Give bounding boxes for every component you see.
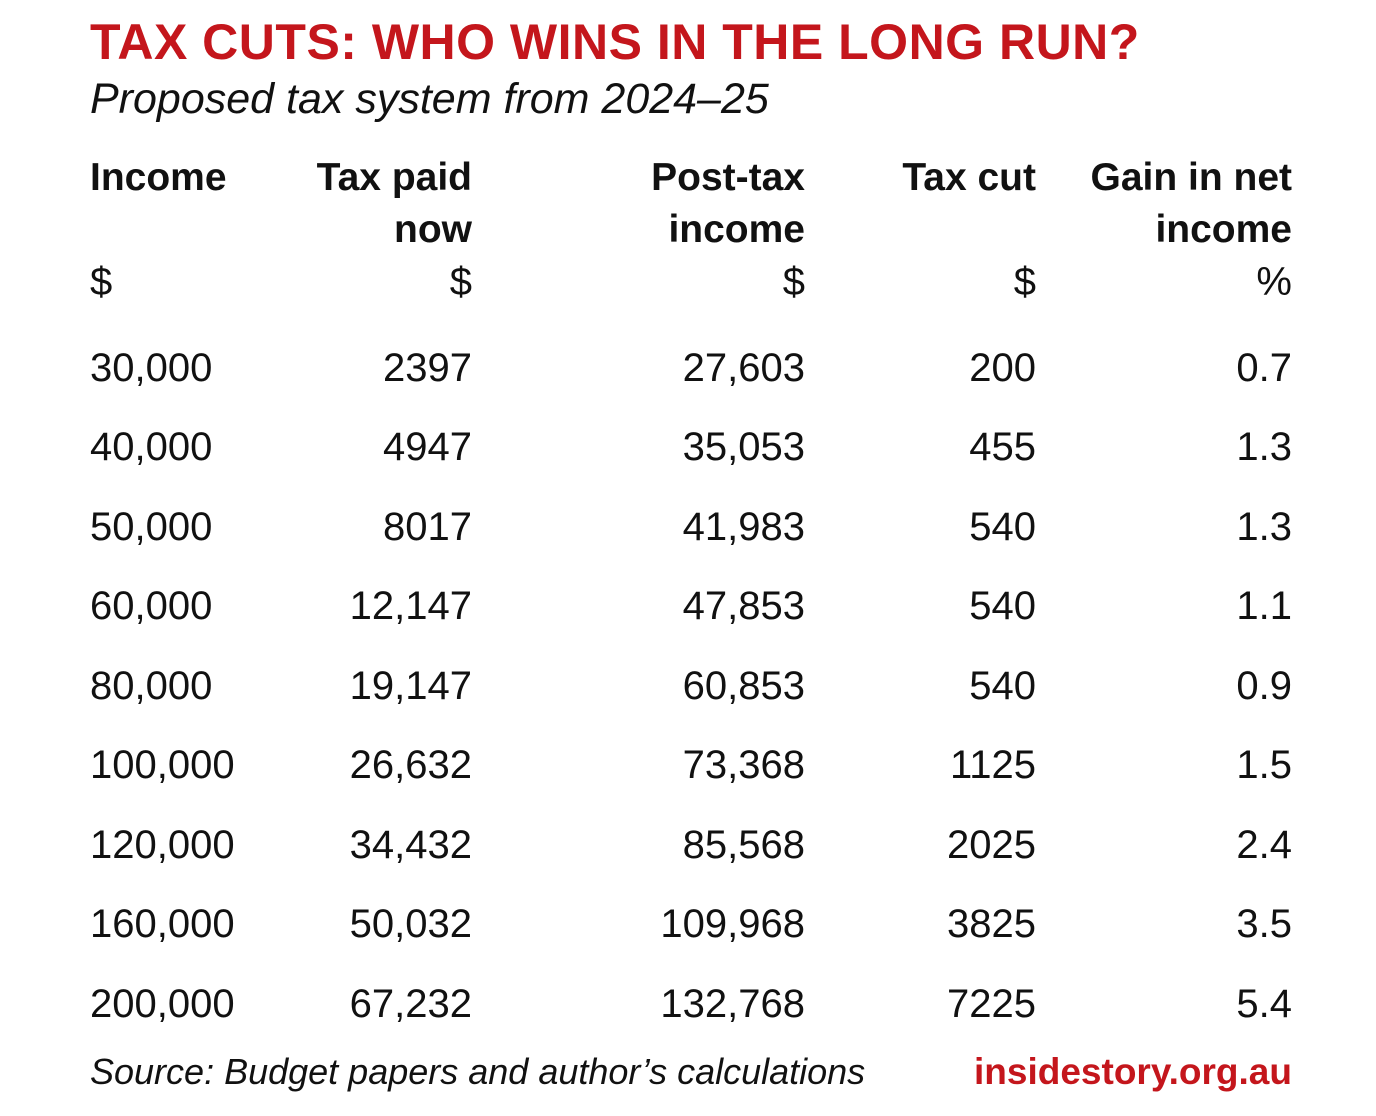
data-table: Income Tax paid now Post-tax income Tax cut Ga… [90, 152, 1292, 1044]
table-cell: 200,000 [90, 981, 235, 1026]
table-cell: 3.5 [1236, 902, 1292, 947]
table-row: 50,000 8017 41,983 540 1.3 [90, 487, 1292, 567]
table-cell: 109,968 [660, 902, 805, 947]
table-cell: 12,147 [349, 584, 472, 629]
table-cell: 73,368 [682, 743, 805, 788]
column-header-line: income [668, 208, 805, 251]
table-cell: 30,000 [90, 345, 213, 390]
chart-subtitle: Proposed tax system from 2024–25 [90, 75, 769, 123]
table-cell: 26,632 [349, 743, 472, 788]
column-header: Tax cut [805, 152, 1036, 256]
table-cell: 200 [969, 345, 1036, 390]
table-cell: 80,000 [90, 663, 213, 708]
table-cell: 540 [969, 504, 1036, 549]
table-cell: 132,768 [660, 981, 805, 1026]
table-cell: 27,603 [682, 345, 805, 390]
table-cell: 8017 [383, 504, 472, 549]
table-cell: 67,232 [349, 981, 472, 1026]
table-cell: 0.7 [1236, 345, 1292, 390]
table-cell: 540 [969, 584, 1036, 629]
table-row: 200,000 67,232 132,768 7225 5.4 [90, 964, 1292, 1044]
table-cell: 85,568 [682, 822, 805, 867]
header-row: Income Tax paid now Post-tax income Tax cut Ga… [90, 152, 1292, 256]
column-header-line: Tax paid [316, 156, 472, 199]
column-header-line: Tax cut [902, 156, 1036, 199]
table-cell: 35,053 [682, 425, 805, 470]
table-cell: 1.3 [1236, 425, 1292, 470]
column-unit: $ [449, 260, 472, 304]
table-cell: 5.4 [1236, 981, 1292, 1026]
brand-link[interactable]: insidestory.org.au [974, 1051, 1292, 1092]
column-header: Post-tax income [472, 152, 805, 256]
table-cell: 47,853 [682, 584, 805, 629]
table-cell: 50,032 [349, 902, 472, 947]
table-cell: 120,000 [90, 822, 235, 867]
table-row: 60,000 12,147 47,853 540 1.1 [90, 567, 1292, 647]
table-row: 40,000 4947 35,053 455 1.3 [90, 408, 1292, 488]
table-cell: 160,000 [90, 902, 235, 947]
column-header-line: Post-tax [651, 156, 805, 199]
table-cell: 60,000 [90, 584, 213, 629]
table-row: 30,000 2397 27,603 200 0.7 [90, 328, 1292, 408]
column-header-line: income [1155, 208, 1292, 251]
column-header-line: Gain in net [1090, 156, 1292, 199]
table-cell: 0.9 [1236, 663, 1292, 708]
table-cell: 455 [969, 425, 1036, 470]
table-cell: 60,853 [682, 663, 805, 708]
column-header: Tax paid now [295, 152, 472, 256]
footer: Source: Budget papers and author’s calcu… [90, 1048, 1292, 1098]
table-cell: 34,432 [349, 822, 472, 867]
chart-title: TAX CUTS: WHO WINS IN THE LONG RUN? [90, 14, 1140, 70]
column-unit: $ [90, 260, 113, 304]
table-row: 80,000 19,147 60,853 540 0.9 [90, 646, 1292, 726]
table-cell: 3825 [947, 902, 1036, 947]
units-row: $ $ $ $% [90, 256, 1292, 328]
table-figure: TAX CUTS: WHO WINS IN THE LONG RUN? Prop… [90, 14, 1292, 1044]
table-cell: 40,000 [90, 425, 213, 470]
table-cell: 50,000 [90, 504, 213, 549]
table-cell: 100,000 [90, 743, 235, 788]
table-cell: 41,983 [682, 504, 805, 549]
table-row: 120,000 34,432 85,568 2025 2.4 [90, 805, 1292, 885]
table-row: 160,000 50,032 109,968 3825 3.5 [90, 885, 1292, 965]
column-header-line: now [394, 208, 472, 251]
table-cell: 2025 [947, 822, 1036, 867]
column-unit: $ [1013, 260, 1036, 304]
table-cell: 4947 [383, 425, 472, 470]
table-row: 100,000 26,632 73,368 1125 1.5 [90, 726, 1292, 806]
table-cell: 2397 [383, 345, 472, 390]
column-header: Income [90, 152, 295, 256]
column-header: Gain in net income [1036, 152, 1292, 256]
column-unit: $ [782, 260, 805, 304]
table-cell: 540 [969, 663, 1036, 708]
table-cell: 19,147 [349, 663, 472, 708]
table-cell: 2.4 [1236, 822, 1292, 867]
table-cell: 1.3 [1236, 504, 1292, 549]
table-body: 30,000 2397 27,603 200 0.7 40,000 4947 35,053 45… [90, 328, 1292, 1044]
column-header-line: Income [90, 156, 227, 199]
table-cell: 7225 [947, 981, 1036, 1026]
table-cell: 1125 [949, 743, 1036, 788]
column-unit: % [1256, 260, 1292, 304]
table-cell: 1.5 [1236, 743, 1292, 788]
table-cell: 1.1 [1236, 584, 1292, 629]
source-note: Source: Budget papers and author’s calcu… [90, 1051, 866, 1092]
